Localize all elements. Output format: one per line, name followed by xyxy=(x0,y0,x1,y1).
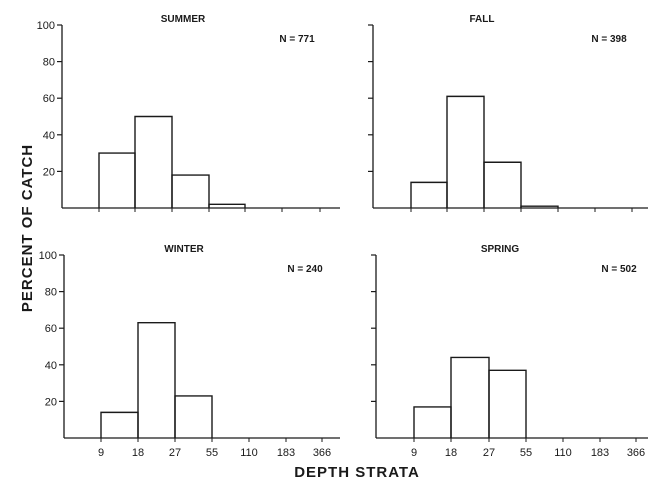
panel-summer: 20 40 60 80 100 SUMMER N = 771 xyxy=(37,14,340,212)
x-axis-title: DEPTH STRATA xyxy=(294,464,420,481)
panel-spring: 9 18 27 55 110 183 366 SPRING N = 502 xyxy=(371,244,648,459)
panel-title: SUMMER xyxy=(161,14,206,25)
panel-title: SPRING xyxy=(481,244,520,255)
x-tick-label: 183 xyxy=(277,447,295,459)
histogram-bar xyxy=(450,356,490,438)
histogram-bar xyxy=(208,203,246,208)
histogram-bar xyxy=(98,152,136,208)
x-tick-label: 55 xyxy=(206,447,218,459)
x-tick-label: 110 xyxy=(240,447,258,459)
histogram-bar xyxy=(488,369,527,438)
x-tick-label: 18 xyxy=(132,447,144,459)
histogram-bar xyxy=(137,322,176,438)
histogram-bar xyxy=(410,181,448,208)
histogram-bar xyxy=(174,395,213,438)
y-tick-label: 20 xyxy=(43,166,55,178)
sample-size-label: N = 398 xyxy=(591,34,627,45)
sample-size-label: N = 502 xyxy=(601,264,637,275)
y-axis-title: PERCENT OF CATCH xyxy=(19,144,36,312)
histogram-bar xyxy=(520,205,559,208)
panel-winter: 20 40 60 80 100 9 18 27 55 110 183 366 WINTER N = 240 xyxy=(39,244,340,459)
x-tick-label: 27 xyxy=(169,447,181,459)
y-tick-label: 100 xyxy=(37,20,55,32)
histogram-bar xyxy=(483,161,522,208)
y-tick-label: 80 xyxy=(43,57,55,69)
histogram-bar xyxy=(413,406,452,438)
sample-size-label: N = 240 xyxy=(287,264,323,275)
x-tick-label: 55 xyxy=(520,447,532,459)
x-tick-label: 366 xyxy=(313,447,331,459)
panels-group: 20 40 60 80 100 SUMMER N = 771 FALL N = 398 20 40 6… xyxy=(37,14,648,459)
x-tick-label: 9 xyxy=(411,447,417,459)
x-tick-label: 110 xyxy=(554,447,572,459)
y-tick-label: 100 xyxy=(39,250,57,262)
histogram-bar xyxy=(134,115,173,208)
y-tick-label: 20 xyxy=(45,396,57,408)
y-tick-label: 80 xyxy=(45,287,57,299)
x-tick-label: 9 xyxy=(98,447,104,459)
x-tick-label: 18 xyxy=(445,447,457,459)
x-tick-label: 366 xyxy=(627,447,645,459)
y-tick-label: 40 xyxy=(43,130,55,142)
histogram-bar xyxy=(100,411,139,438)
panel-fall: FALL N = 398 xyxy=(368,14,648,212)
x-tick-label: 27 xyxy=(483,447,495,459)
sample-size-label: N = 771 xyxy=(279,34,315,45)
y-tick-label: 60 xyxy=(45,323,57,335)
panel-title: WINTER xyxy=(164,244,204,255)
x-tick-label: 183 xyxy=(591,447,609,459)
histogram-bar xyxy=(171,174,210,208)
panel-title: FALL xyxy=(470,14,495,25)
y-tick-label: 60 xyxy=(43,93,55,105)
histogram-bar xyxy=(446,95,485,208)
y-tick-label: 40 xyxy=(45,360,57,372)
